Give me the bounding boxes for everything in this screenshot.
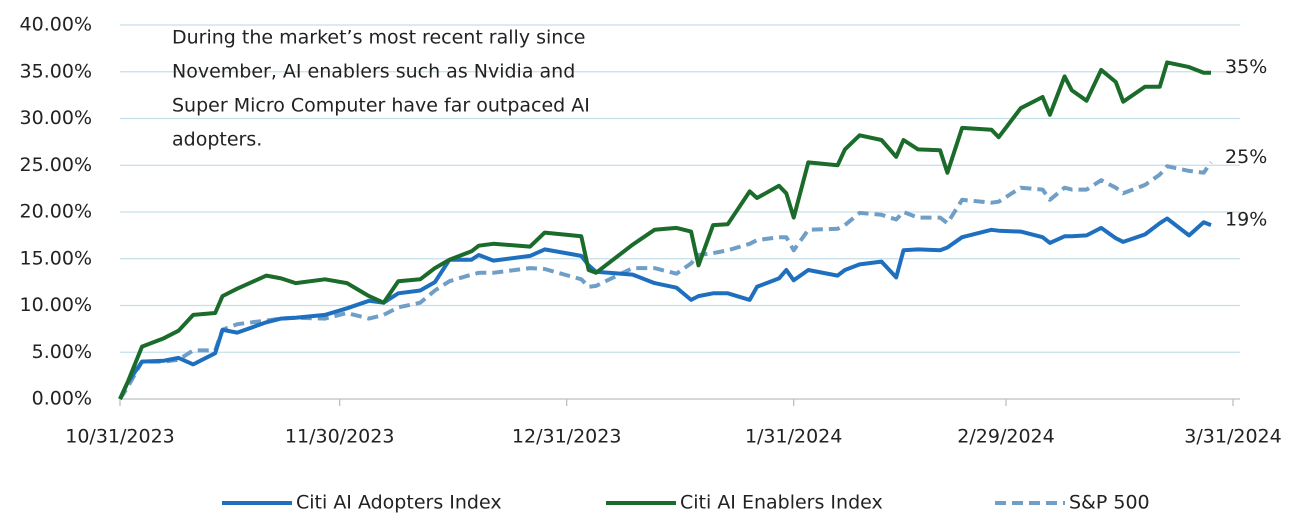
legend-label: Citi AI Adopters Index: [296, 492, 502, 514]
y-tick-label: 40.00%: [20, 14, 92, 36]
x-tick-label: 10/31/2023: [65, 426, 175, 448]
end-label: 19%: [1225, 209, 1267, 231]
y-tick-label: 0.00%: [32, 388, 92, 410]
y-tick-label: 15.00%: [20, 247, 92, 269]
annotation: adopters.: [172, 129, 262, 151]
end-label: 35%: [1225, 56, 1267, 78]
legend-label: S&P 500: [1069, 492, 1150, 514]
end-label: 25%: [1225, 146, 1267, 168]
legend-label: Citi AI Enablers Index: [680, 492, 883, 514]
annotation: During the market’s most recent rally si…: [172, 27, 585, 49]
series-line: [118, 60, 1211, 400]
x-tick-label: 3/31/2024: [1184, 426, 1281, 448]
x-tick-label: 12/31/2023: [512, 426, 622, 448]
annotation: November, AI enablers such as Nvidia and: [172, 61, 575, 83]
y-tick-label: 35.00%: [20, 60, 92, 82]
y-tick-label: 25.00%: [20, 154, 92, 176]
y-tick-label: 30.00%: [20, 107, 92, 129]
x-tick-label: 11/30/2023: [285, 426, 395, 448]
y-tick-label: 10.00%: [20, 294, 92, 316]
annotation: Super Micro Computer have far outpaced A…: [172, 95, 590, 117]
x-tick-label: 2/29/2024: [957, 426, 1054, 448]
series-line: [118, 161, 1213, 401]
y-tick-label: 20.00%: [20, 201, 92, 223]
x-tick-label: 1/31/2024: [745, 426, 842, 448]
y-tick-label: 5.00%: [32, 341, 92, 363]
series-line: [118, 216, 1212, 400]
